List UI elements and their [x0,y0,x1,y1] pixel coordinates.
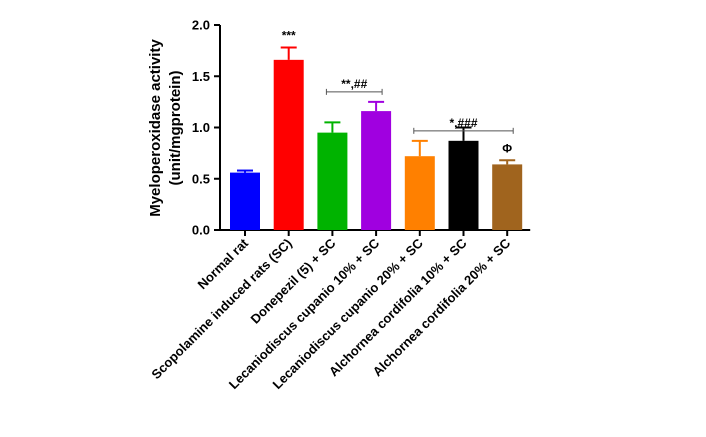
y-tick-label: 1.5 [192,69,210,84]
y-tick-label: 0.0 [192,223,210,238]
y-axis-title-line1: Myeloperoxidase activity [147,39,164,217]
y-tick-label: 0.5 [192,171,210,186]
significance-annotations: *** **,## *,### Φ [282,29,514,155]
significance-label: *** [282,29,296,43]
y-axis-title: Myeloperoxidase activity (unit/mgprotein… [147,39,184,217]
significance-label: **,## [341,77,367,91]
bar [404,156,435,230]
bar [230,172,260,230]
significance-label: *,### [449,116,477,130]
significance-label: Φ [502,141,512,155]
bar [273,59,304,230]
y-axis-title-line2: (unit/mgprotein) [167,71,184,186]
bar [492,164,523,230]
bars [230,46,523,230]
y-tick-label: 2.0 [192,18,210,33]
bar [361,111,392,230]
y-tick-label: 1.0 [192,120,210,135]
bar [317,132,348,230]
bar [448,140,479,230]
